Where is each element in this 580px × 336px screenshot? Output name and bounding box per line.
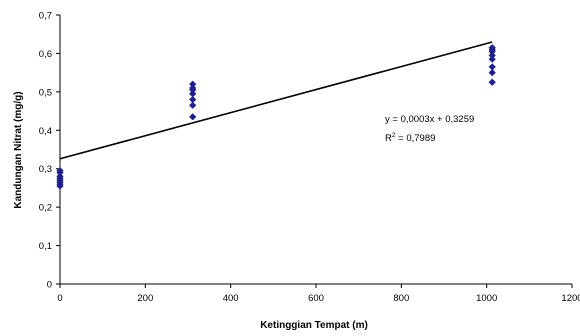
y-axis-ticks: 0 0,1 0,2 0,3 0,4 0,5 0,6 0,7	[39, 11, 60, 291]
x-tick-label: 1000	[476, 293, 497, 304]
data-points	[56, 44, 496, 190]
x-tick-label: 200	[137, 293, 153, 304]
y-tick-label: 0,3	[39, 164, 52, 175]
data-point	[488, 55, 496, 63]
data-point	[488, 69, 496, 77]
x-tick-label: 800	[393, 293, 409, 304]
trendline	[59, 41, 493, 160]
y-tick-label: 0,2	[39, 203, 52, 214]
y-tick-label: 0,4	[39, 126, 52, 137]
data-point	[56, 172, 64, 180]
plot-area: 0 0,1 0,2 0,3 0,4 0,5 0,6 0,7 0 200 400 600 800 1000…	[39, 11, 580, 305]
y-tick-label: 0,7	[39, 11, 52, 22]
data-point	[488, 51, 496, 59]
data-point	[189, 80, 197, 88]
data-point	[189, 84, 197, 92]
data-point	[189, 95, 197, 104]
y-axis-title: Kandungan Nitrat (mg/g)	[13, 91, 24, 208]
data-point	[488, 44, 496, 52]
data-point	[189, 113, 197, 121]
y-tick-label: 0,5	[39, 87, 52, 98]
r-squared-label: R2 = 0,7989	[385, 132, 435, 144]
data-point	[56, 167, 64, 175]
x-tick-label: 400	[223, 293, 239, 304]
x-axis-title: Ketinggian Tempat (m)	[260, 320, 368, 331]
y-tick-label: 0,6	[39, 49, 52, 60]
regression-equation: y = 0,0003x + 0,3259	[385, 114, 474, 125]
r2-superscript: 2	[392, 132, 396, 139]
y-tick-label: 0,1	[39, 241, 52, 252]
x-tick-label: 1200	[561, 293, 580, 304]
y-tick-label: 0	[47, 280, 52, 291]
x-tick-label: 600	[308, 293, 324, 304]
x-axis-ticks: 0 200 400 600 800 1000 1200	[57, 284, 580, 304]
x-tick-label: 0	[57, 293, 62, 304]
data-point	[189, 101, 197, 109]
r2-prefix: R	[385, 133, 392, 144]
r2-value: = 0,7989	[396, 133, 436, 144]
data-point	[488, 78, 496, 86]
data-point	[189, 90, 197, 98]
data-point	[488, 63, 496, 71]
